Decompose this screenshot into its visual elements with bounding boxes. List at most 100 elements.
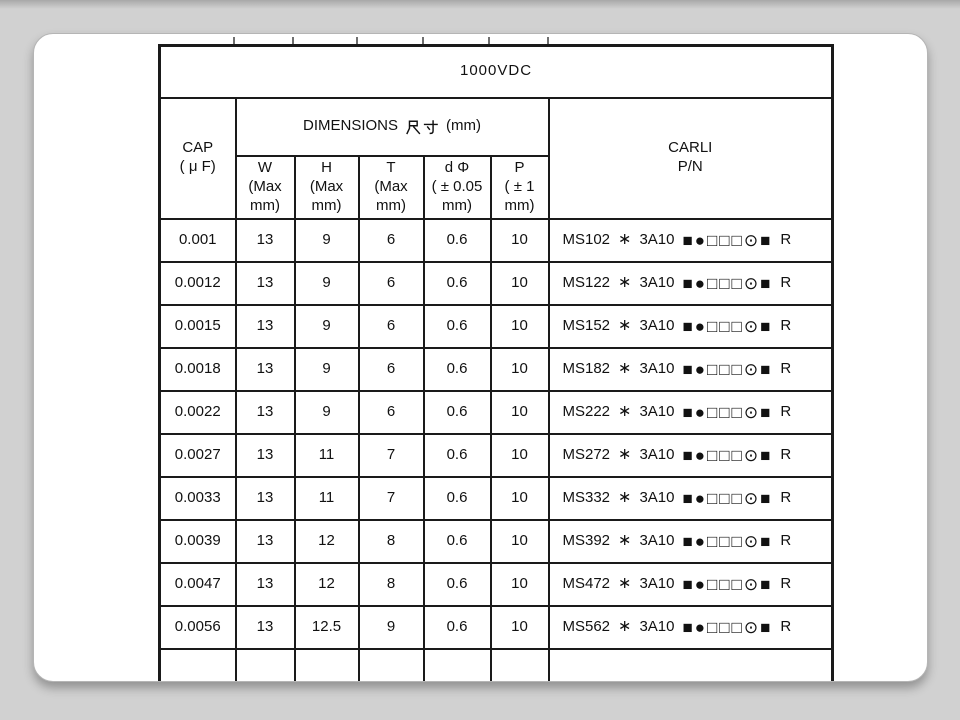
- part-number-suffix: R: [780, 402, 792, 420]
- cell-cap: 0.0012: [158, 260, 237, 306]
- table-row: 0.0033 13 11 7 0.6 10 MS332 ∗ 3A10 ■●□□□⊙■ R: [158, 475, 834, 521]
- cell-w: 13: [234, 432, 296, 478]
- header-w: W (Max mm): [234, 154, 296, 220]
- part-number-suffix: R: [780, 273, 792, 291]
- table-title: 1000VDC: [158, 44, 834, 99]
- part-number-suffix: R: [780, 316, 792, 334]
- header-h: H (Max mm): [293, 154, 360, 220]
- part-number-series: 3A10: [639, 273, 675, 291]
- part-number-series: 3A10: [639, 402, 675, 420]
- cell-t: 7: [357, 432, 425, 478]
- part-number-star: ∗: [618, 403, 632, 421]
- cell-w: 13: [234, 260, 296, 306]
- part-number-code: MS152: [562, 316, 611, 334]
- part-number-star: ∗: [618, 231, 632, 249]
- cell-p: 10: [489, 604, 550, 650]
- dimensions-label-en: DIMENSIONS: [303, 117, 399, 135]
- part-number-suffix: R: [780, 230, 792, 248]
- clipped-line-stub: [547, 37, 549, 44]
- part-number-suffix: R: [780, 359, 792, 377]
- part-number-suffix: R: [780, 531, 792, 549]
- table-row: 0.0039 13 12 8 0.6 10 MS392 ∗ 3A10 ■●□□□⊙■ R: [158, 518, 834, 564]
- part-number-symbols: ■●□□□⊙■: [682, 617, 773, 637]
- cell-t: 8: [357, 561, 425, 607]
- part-number-symbols: ■●□□□⊙■: [682, 316, 773, 336]
- cell-cap: 0.0047: [158, 561, 237, 607]
- table-row: 0.0056 13 12.5 9 0.6 10 MS562 ∗ 3A10 ■●□□□⊙■ R: [158, 604, 834, 650]
- cell-t: 6: [357, 217, 425, 263]
- capacitor-spec-table: 1000VDC CAP ( μ F) DIMENSIONS: [158, 44, 835, 681]
- table-row: 0.0012 13 9 6 0.6 10 MS122 ∗ 3A10 ■●□□□⊙■ R: [158, 260, 834, 306]
- clipped-cell: [293, 647, 360, 681]
- clipped-line-stub: [356, 37, 358, 44]
- cell-d: 0.6: [422, 260, 492, 306]
- cell-part-number: MS182 ∗ 3A10 ■●□□□⊙■ R: [547, 346, 834, 392]
- part-number-code: MS102: [562, 230, 611, 248]
- cell-part-number: MS332 ∗ 3A10 ■●□□□⊙■ R: [547, 475, 834, 521]
- cell-h: 9: [293, 260, 360, 306]
- cell-part-number: MS122 ∗ 3A10 ■●□□□⊙■ R: [547, 260, 834, 306]
- table-row: 0.0022 13 9 6 0.6 10 MS222 ∗ 3A10 ■●□□□⊙■ R: [158, 389, 834, 435]
- clipped-cell: [422, 647, 492, 681]
- cell-d: 0.6: [422, 604, 492, 650]
- cell-w: 13: [234, 561, 296, 607]
- cell-p: 10: [489, 475, 550, 521]
- part-number-symbols: ■●□□□⊙■: [682, 273, 773, 293]
- part-number-code: MS222: [562, 402, 611, 420]
- cell-w: 13: [234, 389, 296, 435]
- part-number-code: MS392: [562, 531, 611, 549]
- cell-cap: 0.0015: [158, 303, 237, 349]
- part-number-star: ∗: [618, 618, 632, 636]
- part-number-series: 3A10: [639, 531, 675, 549]
- cell-w: 13: [234, 303, 296, 349]
- cell-t: 9: [357, 604, 425, 650]
- table-row: 0.0018 13 9 6 0.6 10 MS182 ∗ 3A10 ■●□□□⊙■ R: [158, 346, 834, 392]
- cell-part-number: MS152 ∗ 3A10 ■●□□□⊙■ R: [547, 303, 834, 349]
- cell-cap: 0.0022: [158, 389, 237, 435]
- cell-part-number: MS392 ∗ 3A10 ■●□□□⊙■ R: [547, 518, 834, 564]
- cell-p: 10: [489, 561, 550, 607]
- part-number-code: MS472: [562, 574, 611, 592]
- part-number-suffix: R: [780, 617, 792, 635]
- header-row-subcolumns: W (Max mm) H (Max mm) T (Max mm) d Φ ( ±…: [160, 154, 833, 220]
- cell-d: 0.6: [422, 389, 492, 435]
- clipped-line-stub: [488, 37, 490, 44]
- content-card: 1000VDC CAP ( μ F) DIMENSIONS: [33, 33, 928, 682]
- clipped-line-stub: [233, 37, 235, 44]
- part-number-code: MS332: [562, 488, 611, 506]
- cell-p: 10: [489, 217, 550, 263]
- part-number-star: ∗: [618, 360, 632, 378]
- cell-h: 9: [293, 389, 360, 435]
- part-number-suffix: R: [780, 574, 792, 592]
- cell-d: 0.6: [422, 561, 492, 607]
- cell-t: 6: [357, 346, 425, 392]
- cell-d: 0.6: [422, 303, 492, 349]
- cell-part-number: MS472 ∗ 3A10 ■●□□□⊙■ R: [547, 561, 834, 607]
- part-number-symbols: ■●□□□⊙■: [682, 445, 773, 465]
- part-number-suffix: R: [780, 488, 792, 506]
- header-p: P ( ± 1 mm): [489, 154, 550, 220]
- part-number-code: MS182: [562, 359, 611, 377]
- part-number-series: 3A10: [639, 617, 675, 635]
- table-row: 0.0027 13 11 7 0.6 10 MS272 ∗ 3A10 ■●□□□⊙■ R: [158, 432, 834, 478]
- cell-h: 9: [293, 303, 360, 349]
- cell-part-number: MS272 ∗ 3A10 ■●□□□⊙■ R: [547, 432, 834, 478]
- cell-p: 10: [489, 432, 550, 478]
- cell-h: 11: [293, 475, 360, 521]
- part-number-star: ∗: [618, 532, 632, 550]
- cell-part-number: MS562 ∗ 3A10 ■●□□□⊙■ R: [547, 604, 834, 650]
- cell-t: 6: [357, 303, 425, 349]
- cell-h: 9: [293, 217, 360, 263]
- header-d: d Φ ( ± 0.05 mm): [422, 154, 492, 220]
- clipped-cell: [158, 647, 237, 681]
- cell-w: 13: [234, 475, 296, 521]
- cell-d: 0.6: [422, 475, 492, 521]
- cell-t: 6: [357, 260, 425, 306]
- cell-p: 10: [489, 346, 550, 392]
- cell-h: 12: [293, 561, 360, 607]
- table-body: 0.001 13 9 6 0.6 10 MS102 ∗ 3A10 ■●□□□⊙■ R 0.0012 13…: [158, 217, 834, 650]
- part-number-series: 3A10: [639, 359, 675, 377]
- part-number-star: ∗: [618, 317, 632, 335]
- part-number-star: ∗: [618, 446, 632, 464]
- part-number-series: 3A10: [639, 574, 675, 592]
